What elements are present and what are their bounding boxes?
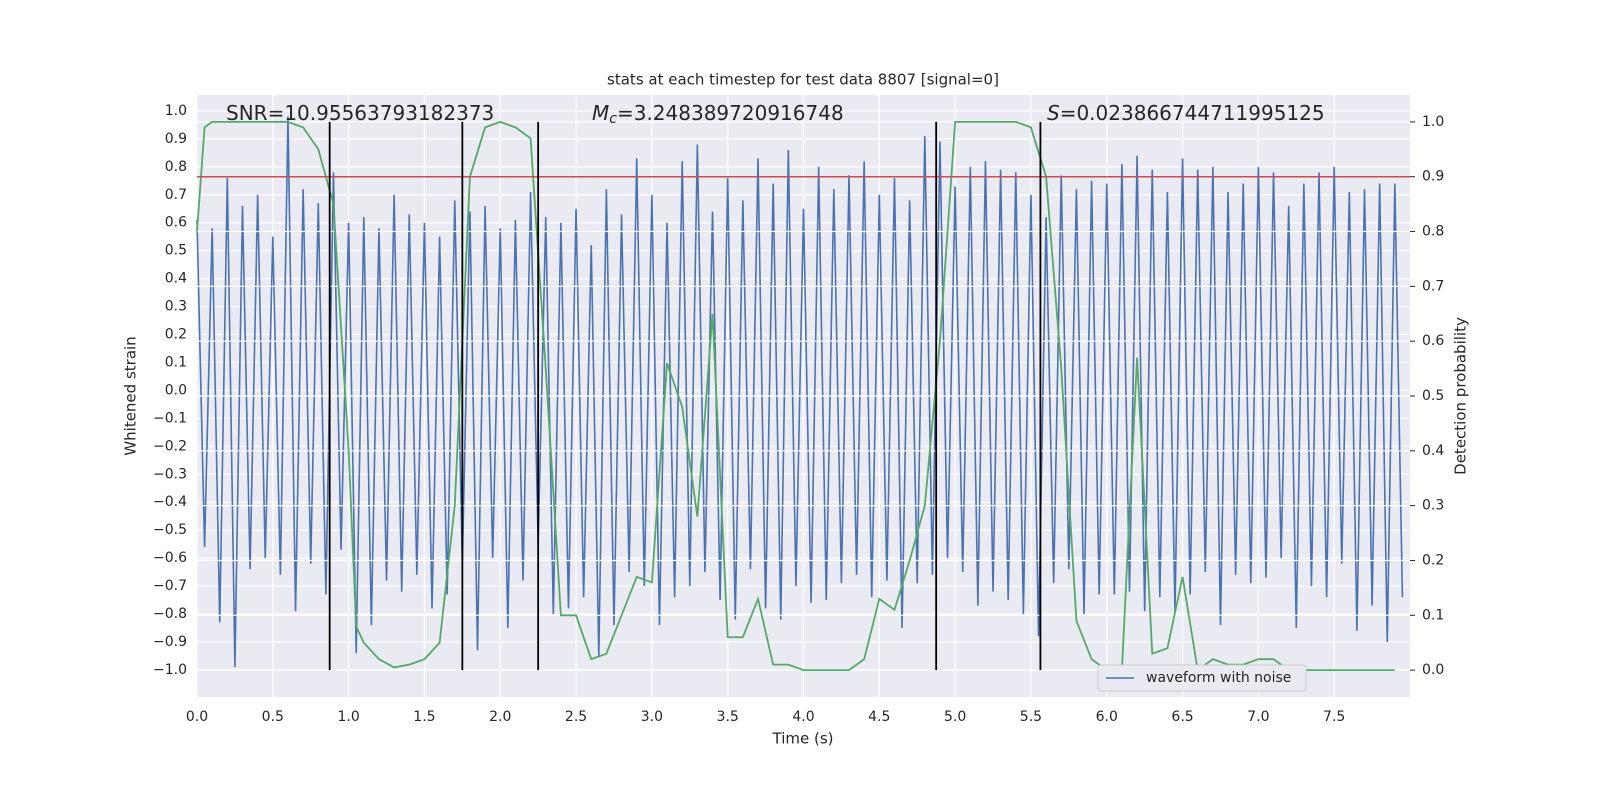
x-tick-label: 5.0 bbox=[944, 709, 966, 725]
x-tick-label: 2.0 bbox=[489, 709, 511, 725]
y2-tick-label: 0.2 bbox=[1422, 552, 1444, 568]
annotation-symbol: SNR bbox=[226, 101, 268, 125]
y-tick-label: −0.1 bbox=[153, 410, 187, 426]
x-tick-label: 1.0 bbox=[337, 709, 359, 725]
y2-tick-label: 1.0 bbox=[1422, 114, 1444, 130]
y-tick-label: 0.8 bbox=[165, 159, 187, 175]
waveform-line bbox=[196, 116, 1404, 668]
y-tick-label: 1.0 bbox=[165, 103, 187, 119]
y-tick-label: 0.3 bbox=[165, 299, 187, 315]
y-tick-label: 0.2 bbox=[165, 327, 187, 343]
y-tick-label: −0.3 bbox=[153, 466, 187, 482]
annotation-text: =3.248389720916748 bbox=[617, 101, 844, 125]
x-tick-label: 6.0 bbox=[1096, 709, 1118, 725]
y-tick-label: 0.1 bbox=[165, 354, 187, 370]
legend-box bbox=[1097, 664, 1307, 692]
y-tick-label: −0.5 bbox=[153, 522, 187, 538]
y-tick-label: −0.7 bbox=[153, 578, 187, 594]
probability-line bbox=[196, 120, 1395, 672]
x-tick-label: 6.5 bbox=[1171, 709, 1193, 725]
x-tick-label: 4.5 bbox=[868, 709, 890, 725]
annotation-text: =10.95563793182373 bbox=[268, 101, 495, 125]
y-tick-label: 0.0 bbox=[165, 382, 187, 398]
annotation: SNR=10.95563793182373 bbox=[226, 101, 494, 125]
marks bbox=[196, 116, 1410, 672]
y-tick-label: −0.8 bbox=[153, 606, 187, 622]
x-tick-label: 0.5 bbox=[262, 709, 284, 725]
y2-tick-label: 0.0 bbox=[1422, 662, 1444, 678]
x-tick-label: 3.5 bbox=[717, 709, 739, 725]
y-tick-label: 0.9 bbox=[165, 131, 187, 147]
y-tick-label: 0.5 bbox=[165, 243, 187, 259]
y-tick-label: −1.0 bbox=[153, 662, 187, 678]
y-tick-label: −0.9 bbox=[153, 634, 187, 650]
annotation-symbol: M bbox=[592, 101, 609, 125]
y2-tick-label: 0.4 bbox=[1422, 443, 1444, 459]
y-tick-label: 0.7 bbox=[165, 187, 187, 203]
x-tick-label: 0.0 bbox=[186, 709, 208, 725]
y2-tick-label: 0.1 bbox=[1422, 607, 1444, 623]
annotation-symbol: S bbox=[1047, 101, 1060, 125]
y2-tick-label: 0.3 bbox=[1422, 498, 1444, 514]
annotation-text: =0.023866744711995125 bbox=[1060, 101, 1325, 125]
chart-title: stats at each timestep for test data 880… bbox=[607, 71, 999, 89]
x-tick-label: 5.5 bbox=[1020, 709, 1042, 725]
y-axis-label: Whitened strain bbox=[122, 336, 140, 455]
y2-axis-label: Detection probability bbox=[1452, 317, 1470, 475]
annotation-subscript: c bbox=[609, 111, 617, 127]
x-tick-label: 2.5 bbox=[565, 709, 587, 725]
x-tick-label: 4.0 bbox=[792, 709, 814, 725]
x-axis-label: Time (s) bbox=[772, 730, 834, 748]
y2-tick-label: 0.6 bbox=[1422, 333, 1444, 349]
annotation: Mc=3.248389720916748 bbox=[592, 101, 844, 128]
y2-tick-label: 0.9 bbox=[1422, 169, 1444, 185]
y2-tick-label: 0.5 bbox=[1422, 388, 1444, 404]
y-tick-label: 0.6 bbox=[165, 215, 187, 231]
x-tick-label: 7.5 bbox=[1323, 709, 1345, 725]
y-tick-label: −0.6 bbox=[153, 550, 187, 566]
annotation: S=0.023866744711995125 bbox=[1047, 101, 1325, 125]
x-tick-label: 1.5 bbox=[413, 709, 435, 725]
y-tick-label: −0.2 bbox=[153, 438, 187, 454]
y-tick-label: 0.4 bbox=[165, 271, 187, 287]
x-tick-label: 7.0 bbox=[1247, 709, 1269, 725]
y2-tick-label: 0.8 bbox=[1422, 224, 1444, 240]
legend-label: waveform with noise bbox=[1146, 670, 1291, 686]
y2-tick-label: 0.7 bbox=[1422, 278, 1444, 294]
y-tick-label: −0.4 bbox=[153, 494, 187, 510]
x-tick-label: 3.0 bbox=[641, 709, 663, 725]
